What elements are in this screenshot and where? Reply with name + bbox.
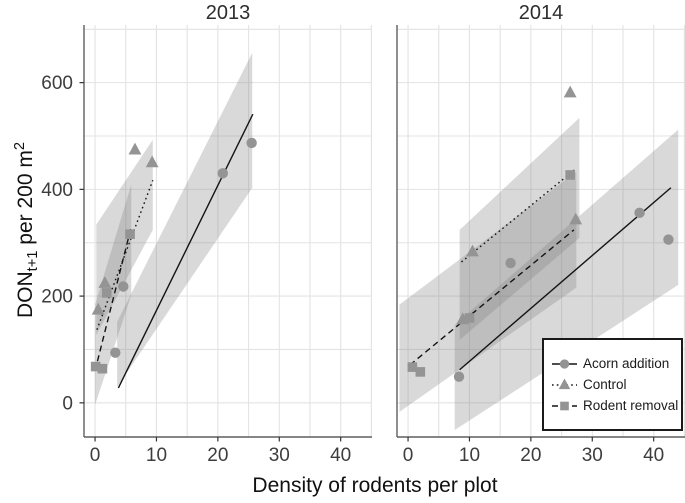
ci-band-rodent-removal	[399, 171, 577, 412]
fit-line-acorn-addition	[117, 113, 254, 389]
data-point-acorn-addition	[217, 168, 228, 179]
data-point-rodent-removal	[101, 288, 112, 298]
data-point-rodent-removal	[464, 313, 475, 323]
y-axis-title-subscript: t+1	[25, 250, 42, 272]
x-tick-label: 20	[520, 445, 541, 466]
data-point-control	[569, 212, 583, 225]
data-point-rodent-removal	[97, 363, 108, 374]
y-tick-label: 200	[41, 287, 73, 308]
legend-key-marker	[558, 378, 571, 389]
y-tick-label: 400	[41, 180, 73, 201]
x-axis-title: Density of rodents per plot	[252, 474, 498, 497]
legend-label: Rodent removal	[583, 398, 679, 413]
x-tick-label: 20	[207, 445, 228, 466]
data-point-control	[466, 244, 479, 257]
panel-2014: 0 10 20 30 40	[396, 25, 685, 466]
x-tick-label: 40	[643, 445, 664, 466]
data-point-control	[91, 302, 105, 315]
legend-key-marker	[559, 358, 570, 369]
x-tick-label: 30	[582, 445, 603, 466]
y-axis-title-superscript: 2	[12, 141, 28, 151]
y-tick-label: 600	[41, 73, 73, 94]
panel-title-2014: 2014	[518, 2, 564, 24]
data-point-acorn-addition	[246, 137, 257, 149]
y-axis-title-main: DON	[14, 271, 37, 319]
ci-band-control	[459, 117, 580, 340]
legend-item-control: Control	[551, 374, 681, 395]
legend-box: Acorn addition Control Rodent removal	[542, 338, 683, 431]
data-point-rodent-removal	[90, 361, 101, 372]
fit-line-rodent-removal	[409, 229, 575, 366]
x-tick-label: 10	[146, 445, 167, 466]
fit-line-control	[461, 167, 578, 263]
grid	[84, 25, 372, 437]
data-point-control	[145, 155, 159, 168]
fit-line-rodent-removal	[94, 226, 132, 371]
ci-band-control	[96, 139, 153, 336]
fit-line-acorn-addition	[459, 187, 672, 371]
triangle-key-icon	[552, 378, 577, 389]
data-point-acorn-addition	[663, 234, 674, 245]
circle-key-icon	[552, 358, 577, 369]
plot-area	[399, 85, 679, 431]
data-point-rodent-removal	[407, 362, 418, 372]
square-key-icon	[552, 401, 577, 410]
legend-key-marker	[560, 401, 569, 410]
y-axis-title-rest: per 200 m	[14, 150, 37, 251]
x-tick-label: 30	[269, 445, 290, 466]
legend-label: Acorn addition	[583, 356, 670, 371]
data-point-acorn-addition	[505, 257, 516, 269]
legend-item-acorn-addition: Acorn addition	[551, 353, 681, 374]
data-point-acorn-addition	[453, 371, 465, 382]
data-point-control	[128, 142, 142, 155]
data-point-acorn-addition	[110, 347, 121, 358]
y-tick-label: 0	[62, 393, 73, 414]
y-axis-title: DONt+1 per 200 m2	[0, 20, 41, 440]
ci-band-rodent-removal	[95, 184, 132, 405]
data-point-control	[98, 276, 112, 288]
data-point-rodent-removal	[565, 170, 575, 180]
data-point-rodent-removal	[415, 367, 426, 377]
plot-area	[90, 52, 257, 405]
panel-title-2013: 2013	[205, 2, 251, 24]
x-tick-label: 0	[403, 445, 414, 466]
ci-band-acorn-addition	[454, 129, 679, 431]
data-point-acorn-addition	[118, 281, 129, 292]
data-point-control	[563, 85, 577, 98]
ci-band-acorn-addition	[117, 52, 253, 387]
data-point-acorn-addition	[634, 207, 645, 219]
x-tick-label: 0	[90, 445, 101, 466]
data-point-rodent-removal	[125, 229, 135, 240]
x-tick-label: 10	[459, 445, 480, 466]
x-tick-label: 40	[330, 445, 351, 466]
legend-item-rodent-removal: Rodent removal	[551, 395, 681, 416]
legend-label: Control	[583, 377, 627, 392]
